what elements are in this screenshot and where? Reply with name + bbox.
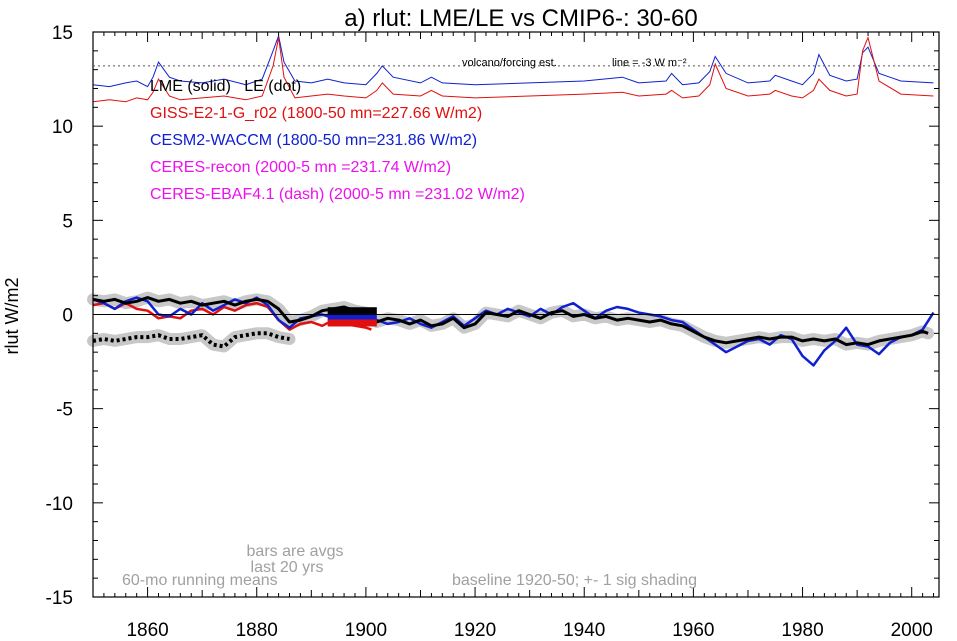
volcano-line-giss [92, 36, 934, 103]
average-bar [327, 319, 377, 327]
reference-line-label: volcano/forcing est. [462, 57, 557, 69]
legend-entry-giss: GISS-E2-1-G_r02 (1800-50 mn=227.66 W/m2) [150, 105, 482, 122]
x-tick-label: 1940 [563, 620, 605, 641]
chart-title: a) rlut: LME/LE vs CMIP6-: 30-60 [344, 5, 697, 32]
legend-entry-ceres-recon: CERES-recon (2000-5 mn =231.74 W/m2) [150, 159, 451, 176]
shading-bands [87, 291, 935, 353]
shading-band [87, 291, 935, 351]
y-tick-label: -5 [56, 400, 73, 421]
y-tick-label: 10 [52, 117, 73, 138]
annotation-baseline: baseline 1920-50; +- 1 sig shading [452, 572, 697, 589]
axes: 1860 1880 1900 1920 1940 1960 1980 2000 -15 -10 -5… [46, 23, 940, 641]
average-bar [327, 313, 377, 321]
legend-entry-lme-le: LME (solid) LE (dot) [150, 78, 301, 95]
y-tick-label: 15 [52, 23, 73, 44]
legend-entry-ceres-ebaf: CERES-EBAF4.1 (dash) (2000-5 mn =231.02 … [150, 186, 525, 203]
x-tick-label: 1920 [454, 620, 496, 641]
annotation-bars-avgs: bars are avgs [247, 543, 344, 560]
average-bars [327, 307, 377, 327]
average-bar [327, 307, 377, 315]
x-tick-label: 1860 [126, 620, 168, 641]
y-tick-label: -10 [46, 494, 73, 515]
y-tick-label: 0 [62, 306, 73, 327]
annotations: bars are avgs last 20 yrs 60-mo running … [122, 543, 697, 589]
x-tick-label: 2000 [891, 620, 933, 641]
y-tick-label: -15 [46, 588, 73, 609]
annotation-running-means: 60-mo running means [122, 572, 278, 589]
x-tick-label: 1900 [345, 620, 387, 641]
y-axis-label: rlut W/m2 [2, 277, 22, 354]
annotation-last-20-yrs: last 20 yrs [251, 559, 324, 576]
x-tick-label: 1960 [672, 620, 714, 641]
x-tick-label: 1880 [236, 620, 278, 641]
legend: LME (solid) LE (dot) GISS-E2-1-G_r02 (18… [150, 78, 525, 203]
legend-entry-cesm: CESM2-WACCM (1800-50 mn=231.86 W/m2) [150, 132, 477, 149]
shading-band [87, 327, 296, 353]
y-tick-label: 5 [62, 211, 73, 232]
x-tick-label: 1980 [781, 620, 823, 641]
volcano-estimate-lines [92, 33, 934, 103]
volcano-line-cesm [92, 33, 934, 88]
reference-line-scale-note: line = -3 W m⁻² [612, 57, 687, 69]
series-line [92, 296, 935, 367]
series-line [92, 296, 929, 347]
